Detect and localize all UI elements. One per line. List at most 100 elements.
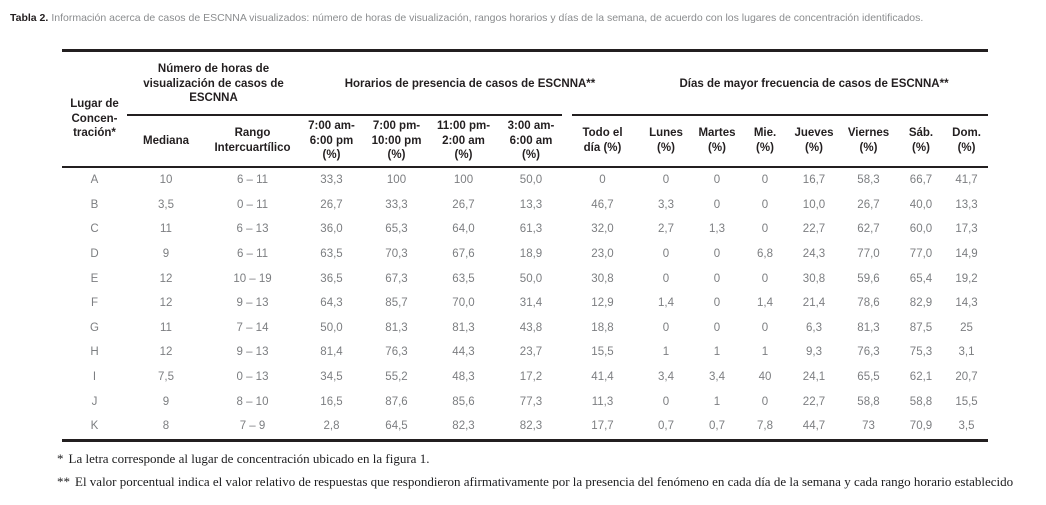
table-caption: Tabla 2. Información acerca de casos de E…: [10, 11, 1040, 25]
row-lugar: G: [90, 321, 99, 334]
footnotes: * La letra corresponde al lugar de concen…: [57, 447, 1026, 493]
row-value: 1: [713, 346, 721, 359]
row-value: 11: [160, 223, 172, 236]
row-value: 0: [662, 272, 670, 285]
column-header-lugar: Lugar de Concen- tración*: [62, 50, 127, 168]
row-value: 0: [662, 174, 670, 187]
row-lugar: B: [90, 198, 99, 211]
row-lugar: E: [90, 272, 99, 285]
group-header-row: Lugar de Concen- tración* Número de hora…: [62, 50, 988, 168]
row-value: 77,0: [909, 248, 933, 261]
footnote-2: ** El valor porcentual indica el valor re…: [57, 470, 1026, 493]
row-lugar: K: [90, 420, 99, 433]
row-value: 1,4: [757, 297, 773, 310]
row-value: 70,0: [452, 297, 475, 310]
row-value: 25: [960, 321, 973, 334]
row-value: 1: [662, 346, 670, 359]
table-row: B 3,5 0 – 11 26,7 33,3 26,7 13,3 46,7 3,3 0 0 10,0 2…: [62, 193, 988, 218]
row-value: 6 – 11: [236, 174, 269, 187]
row-value: 0: [662, 248, 670, 261]
caption-label: Tabla 2.: [10, 12, 49, 24]
row-value: 40: [758, 371, 772, 384]
row-value: 48,3: [452, 371, 475, 384]
row-value: 17,2: [519, 371, 543, 384]
row-value: 15,5: [591, 346, 614, 359]
row-value: 0: [599, 174, 606, 187]
row-value: 0: [662, 395, 670, 408]
table-row: I 7,5 0 – 13 34,5 55,2 48,3 17,2 41,4 3,4 3,4 40 24…: [62, 365, 988, 390]
table-row: G 11 7 – 14 50,0 81,3 81,3 43,8 18,8 0 0 0 6,3 81,3 8…: [62, 316, 988, 341]
row-value: 67,3: [385, 272, 408, 285]
row-value: 64,5: [385, 420, 408, 433]
row-value: 11,3: [591, 395, 614, 408]
column-header-7am-6pm: 7:00 am- 6:00 pm (%): [300, 116, 363, 168]
row-value: 82,3: [519, 420, 543, 433]
row-value: 12: [159, 272, 173, 285]
row-value: 0: [761, 395, 769, 408]
row-value: 0: [713, 174, 721, 187]
row-value: 0: [713, 321, 721, 334]
table-row: H 12 9 – 13 81,4 76,3 44,3 23,7 15,5 1 1 1 9,3 76,3 7…: [62, 340, 988, 365]
row-value: 87,5: [909, 321, 933, 334]
row-value: 10: [159, 174, 173, 187]
header-rule-right: [572, 114, 988, 116]
table-row: J 9 8 – 10 16,5 87,6 85,6 77,3 11,3 0 1 0 22,7 58,8 5…: [62, 389, 988, 414]
row-value: 11: [160, 321, 172, 334]
row-value: 17,7: [591, 420, 614, 433]
row-value: 0,7: [658, 420, 674, 433]
row-value: 15,5: [955, 395, 978, 408]
row-value: 0 – 13: [236, 371, 269, 384]
row-value: 9 – 13: [236, 297, 269, 310]
column-header-lunes: Lunes (%): [640, 116, 692, 168]
row-value: 0: [761, 174, 769, 187]
row-value: 13,3: [955, 198, 978, 211]
row-value: 0: [761, 272, 769, 285]
table-header: Lugar de Concen- tración* Número de hora…: [62, 50, 989, 168]
row-value: 65,5: [857, 371, 880, 384]
row-value: 62,1: [909, 371, 933, 384]
row-value: 26,7: [320, 198, 343, 211]
row-value: 10 – 19: [233, 272, 272, 285]
row-value: 24,3: [802, 248, 826, 261]
row-value: 65,4: [909, 272, 933, 285]
row-value: 23,7: [519, 346, 543, 359]
row-value: 82,9: [909, 297, 933, 310]
row-value: 70,9: [909, 420, 933, 433]
row-lugar: F: [90, 297, 99, 310]
row-value: 81,3: [385, 321, 408, 334]
table-wrapper: Lugar de Concen- tración* Número de hora…: [62, 49, 989, 442]
row-value: 1: [761, 346, 769, 359]
row-value: 31,4: [519, 297, 543, 310]
table-row: C 11 6 – 13 36,0 65,3 64,0 61,3 32,0 2,7 1,3 0 22,7…: [62, 217, 988, 242]
row-value: 81,3: [857, 321, 880, 334]
row-value: 100: [453, 174, 474, 187]
row-value: 77,0: [857, 248, 880, 261]
table-body: A 10 6 – 11 33,3 100 100 50,0 0 0 0 0 16,7 58,3 66,7 4…: [62, 167, 988, 440]
row-lugar: D: [90, 248, 99, 261]
row-value: 33,3: [385, 198, 408, 211]
row-value: 85,7: [385, 297, 408, 310]
column-header-3am-6am: 3:00 am- 6:00 am (%): [497, 116, 565, 168]
row-value: 76,3: [385, 346, 408, 359]
row-value: 9,3: [806, 346, 822, 359]
row-value: 23,0: [591, 248, 614, 261]
row-value: 76,3: [857, 346, 880, 359]
row-value: 44,3: [452, 346, 475, 359]
row-value: 0: [662, 321, 670, 334]
row-value: 7,8: [757, 420, 773, 433]
row-value: 50,0: [320, 321, 343, 334]
row-value: 63,5: [452, 272, 475, 285]
row-value: 22,7: [802, 223, 826, 236]
group-header-dias: Días de mayor frecuencia de casos de ESC…: [679, 77, 949, 90]
row-value: 20,7: [955, 371, 978, 384]
footnote-2-text: El valor porcentual indica el valor rela…: [75, 474, 1014, 489]
row-value: 9 – 13: [236, 346, 269, 359]
row-value: 64,0: [452, 223, 475, 236]
caption-text: Información acerca de casos de ESCNNA vi…: [51, 12, 924, 24]
row-value: 46,7: [591, 198, 614, 211]
row-value: 3,4: [658, 371, 674, 384]
footnote-2-marker: **: [57, 474, 70, 489]
group-header-horarios: Horarios de presencia de casos de ESCNNA…: [344, 77, 596, 90]
row-value: 73: [862, 420, 875, 433]
